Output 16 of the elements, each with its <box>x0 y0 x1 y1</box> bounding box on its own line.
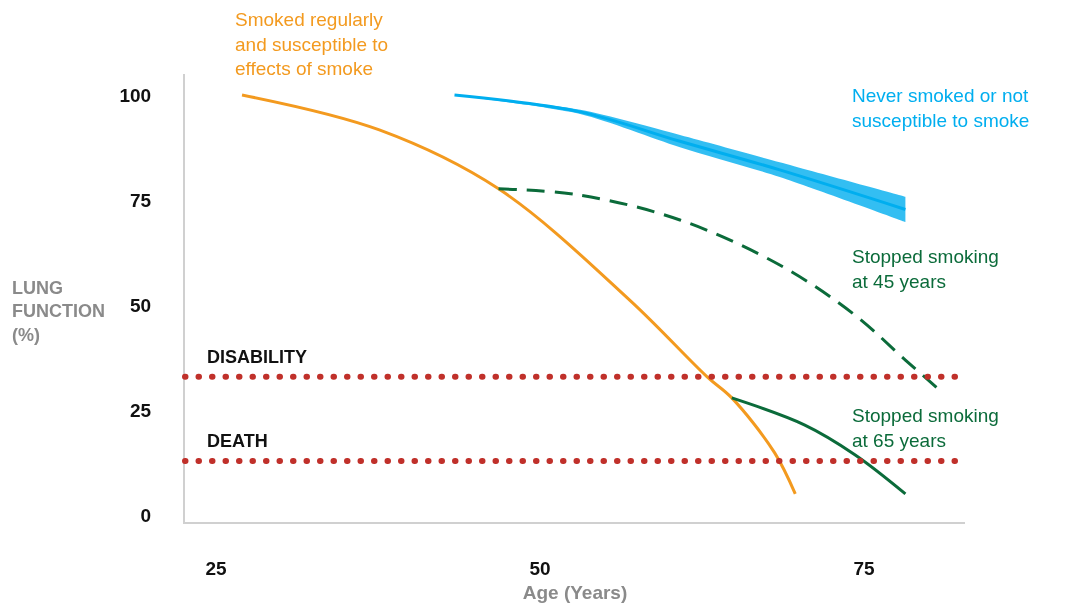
x-tick-label: 75 <box>853 557 875 579</box>
ref-line-label: DEATH <box>207 431 268 451</box>
y-tick-label: 100 <box>119 84 152 106</box>
y-tick-label: 0 <box>140 505 152 527</box>
x-tick-label: 50 <box>529 557 551 579</box>
y-axis-title: LUNG FUNCTION (%) <box>12 278 105 345</box>
y-tick-label: 50 <box>130 295 152 317</box>
ref-line-label: DISABILITY <box>207 347 308 367</box>
series-label: Smoked regularly and susceptible to effects of smoke <box>235 9 389 80</box>
y-tick-label: 25 <box>130 400 152 422</box>
text: Never smoked or not susceptible to smoke <box>852 85 1030 131</box>
y-tick-label: 75 <box>130 189 152 211</box>
x-axis-title: Age (Years) <box>522 582 628 604</box>
series-label: Stopped smoking at 65 years <box>852 405 999 451</box>
series-label: Stopped smoking at 45 years <box>852 246 999 292</box>
x-tick-label: 25 <box>205 557 228 579</box>
